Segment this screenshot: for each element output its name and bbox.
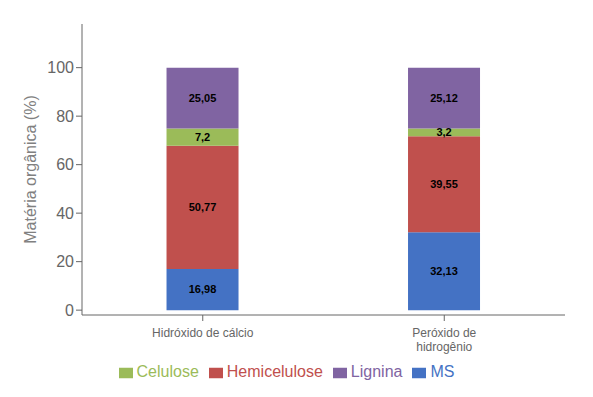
svg-text:39,55: 39,55 [430, 178, 458, 190]
svg-text:50,77: 50,77 [189, 201, 217, 213]
html-text:MS: MS [430, 363, 455, 380]
svg-text:32,13: 32,13 [430, 265, 458, 277]
svg-text:0: 0 [65, 302, 74, 319]
svg-text:100: 100 [47, 59, 74, 76]
svg-text:3,2: 3,2 [436, 126, 451, 138]
svg-text:40: 40 [56, 205, 74, 222]
svg-text:Matéria orgânica (%): Matéria orgânica (%) [22, 95, 39, 244]
svg-text:7,2: 7,2 [195, 131, 210, 143]
html-text:Celulose: Celulose [136, 363, 199, 380]
svg-text:16,98: 16,98 [189, 283, 217, 295]
svg-text:80: 80 [56, 108, 74, 125]
html-text:Hemicelulose: Hemicelulose [226, 363, 323, 380]
svg-text:60: 60 [56, 156, 74, 173]
html-text:Lignina: Lignina [350, 363, 403, 380]
svg-text:25,05: 25,05 [189, 92, 217, 104]
svg-text:20: 20 [56, 253, 74, 270]
svg-text:Hidróxido de cálcio: Hidróxido de cálcio [152, 326, 254, 340]
svg-text:25,12: 25,12 [430, 92, 458, 104]
svg-text:Peróxido dehidrogênio: Peróxido dehidrogênio [412, 326, 476, 354]
